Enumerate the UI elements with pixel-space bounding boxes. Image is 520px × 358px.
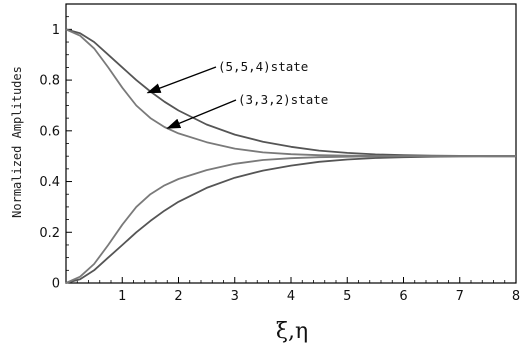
annotation-label: (5,5,4)state bbox=[218, 59, 308, 74]
y-axis-label: Normalized Amplitudes bbox=[10, 66, 24, 218]
x-axis: 1 2 3 4 5 6 7 8 bbox=[76, 277, 520, 304]
y-tick-label: 0.4 bbox=[39, 175, 60, 190]
x-axis-label: ξ,η bbox=[276, 319, 308, 344]
annotation-arrow bbox=[166, 99, 237, 129]
series-line-4 bbox=[65, 155, 516, 284]
series-line-3 bbox=[65, 155, 516, 284]
plot-area bbox=[65, 3, 517, 284]
annotations: (5,5,4)state (3,3,2)state bbox=[146, 59, 328, 129]
x-tick-label: 2 bbox=[174, 289, 182, 304]
x-tick-label: 5 bbox=[343, 289, 351, 304]
y-tick-label: 0.2 bbox=[39, 226, 60, 241]
series-group bbox=[65, 28, 516, 284]
x-tick-label: 3 bbox=[231, 289, 239, 304]
annotation-label: (3,3,2)state bbox=[238, 92, 328, 107]
x-tick-label: 1 bbox=[118, 289, 126, 304]
y-axis: 0 0.2 0.4 0.6 0.8 1 bbox=[39, 16, 72, 292]
x-tick-label: 7 bbox=[456, 289, 464, 304]
y-tick-label: 1 bbox=[52, 23, 60, 38]
y-tick-label: 0.6 bbox=[39, 124, 60, 139]
x-tick-label: 8 bbox=[512, 289, 520, 304]
x-tick-label: 6 bbox=[399, 289, 407, 304]
plot-frame bbox=[65, 3, 517, 284]
y-tick-label: 0 bbox=[52, 277, 60, 292]
annotation-arrow bbox=[146, 66, 217, 94]
y-tick-label: 0.8 bbox=[39, 74, 60, 89]
x-tick-label: 4 bbox=[287, 289, 295, 304]
